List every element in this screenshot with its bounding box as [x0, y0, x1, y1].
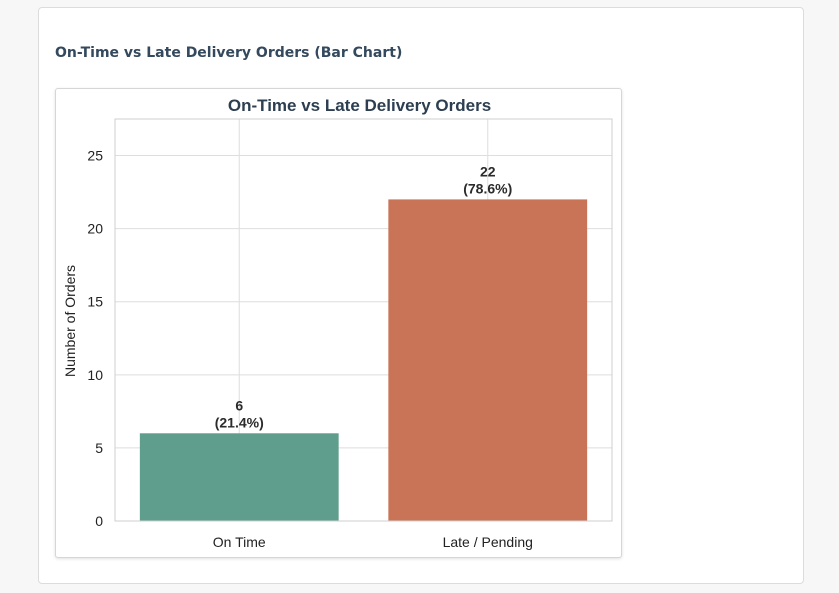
x-tick-label: On Time	[213, 534, 266, 550]
section-title: On-Time vs Late Delivery Orders (Bar Cha…	[55, 45, 403, 61]
y-tick-label: 0	[95, 513, 103, 529]
bar-chart: 0 5 10 15 20 25 On Time Late / Pending 6(21.4%)…	[62, 96, 613, 550]
bar	[139, 433, 339, 521]
data-label-percent: (21.4%)	[215, 414, 264, 430]
chart-panel: On-Time vs Late Delivery Orders (Bar Cha…	[38, 7, 804, 584]
bar	[388, 199, 588, 521]
y-tick-label: 15	[87, 294, 103, 310]
tick-layer: 0 5 10 15 20 25 On Time Late / Pending	[87, 148, 532, 550]
y-tick-label: 20	[87, 221, 103, 237]
y-axis-label: Number of Orders	[62, 265, 78, 377]
chart-card: 0 5 10 15 20 25 On Time Late / Pending 6 (21.4%)…	[55, 88, 622, 558]
data-label-count: 22	[480, 163, 496, 179]
data-label-count: 6	[235, 397, 243, 413]
data-label-percent: (78.6%)	[463, 180, 512, 196]
y-tick-label: 5	[95, 440, 103, 456]
x-tick-label: Late / Pending	[443, 534, 533, 550]
bar-layer	[139, 199, 588, 521]
plot-frame	[114, 118, 613, 522]
label-layer: 6(21.4%) 22(78.6%)	[215, 163, 513, 430]
y-tick-label: 10	[87, 367, 103, 383]
y-tick-label: 25	[87, 148, 103, 164]
chart-title: On-Time vs Late Delivery Orders	[228, 96, 491, 115]
